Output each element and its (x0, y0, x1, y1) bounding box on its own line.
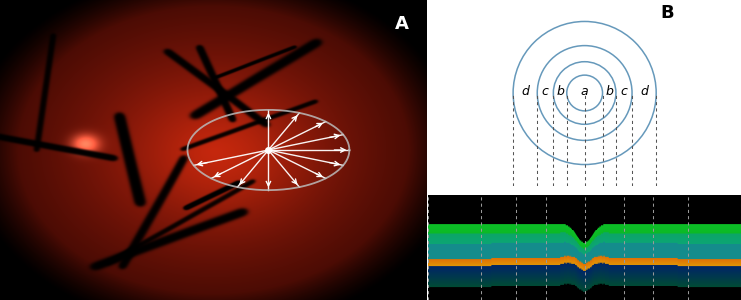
Text: c: c (542, 85, 549, 98)
Text: d: d (521, 85, 529, 98)
Text: b: b (605, 85, 614, 98)
Text: b: b (556, 85, 564, 98)
Text: d: d (640, 85, 648, 98)
Text: B: B (660, 4, 674, 22)
Text: a: a (581, 85, 588, 98)
Text: A: A (395, 15, 409, 33)
Text: c: c (620, 85, 628, 98)
